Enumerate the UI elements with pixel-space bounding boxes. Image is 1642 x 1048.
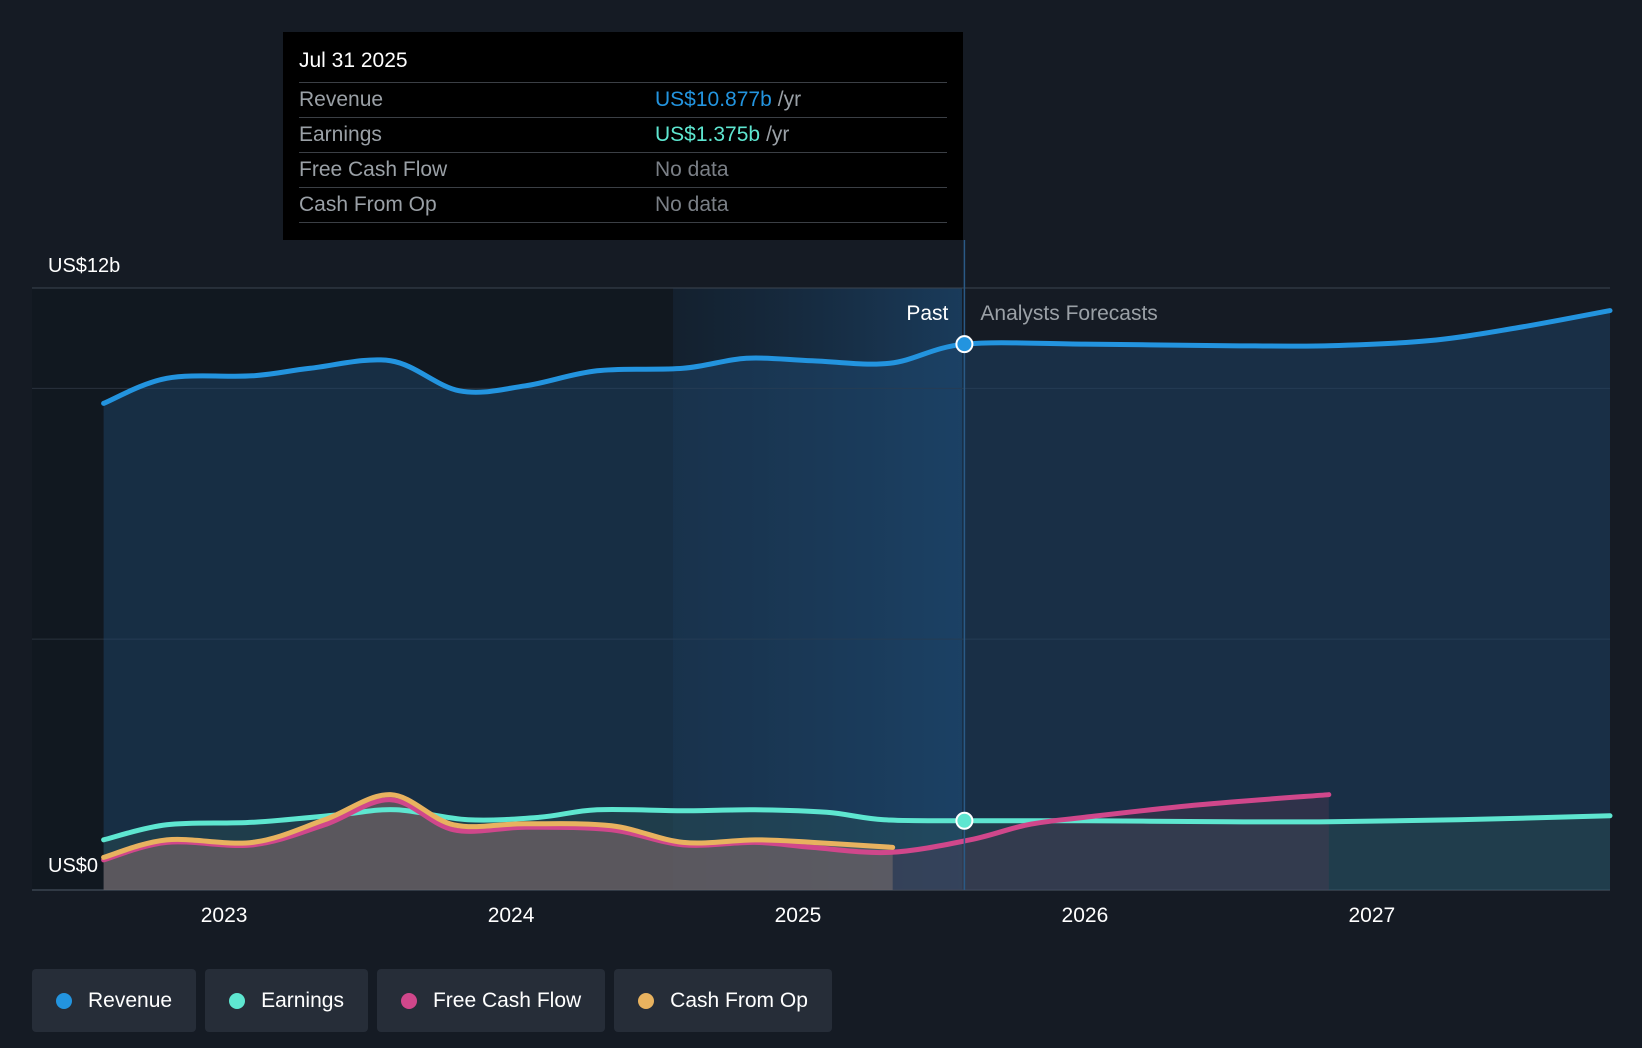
legend-dot-icon bbox=[56, 992, 72, 1009]
tooltip-label: Revenue bbox=[299, 88, 384, 111]
tooltip-value: US$1.375b bbox=[655, 123, 761, 146]
legend-item-fcf[interactable]: Free Cash Flow bbox=[376, 969, 606, 1032]
tooltip-row-cfo: Cash From Op No data bbox=[299, 187, 947, 223]
fcf-area bbox=[103, 794, 1329, 890]
tooltip-date: Jul 31 2025 bbox=[299, 49, 408, 72]
series-areas bbox=[103, 310, 1611, 890]
cfo-area bbox=[103, 794, 893, 890]
earnings-marker bbox=[955, 811, 974, 830]
legend-dot-icon bbox=[638, 992, 655, 1009]
x-axis-ticks: 2023 2024 2025 2026 2027 bbox=[201, 904, 1395, 927]
x-tick-label: 2024 bbox=[488, 904, 535, 927]
tooltip-label: Free Cash Flow bbox=[299, 158, 448, 181]
legend: Revenue Earnings Free Cash Flow Cash Fro… bbox=[32, 969, 832, 1032]
legend-dot-icon bbox=[400, 992, 417, 1009]
tooltip-row-fcf: Free Cash Flow No data bbox=[299, 152, 947, 187]
x-tick-label: 2026 bbox=[1062, 904, 1109, 927]
revenue-marker bbox=[955, 335, 974, 354]
legend-label: Free Cash Flow bbox=[432, 988, 582, 1012]
tooltip-row-revenue: Revenue US$10.877b /yr bbox=[299, 82, 947, 117]
y-axis-bottom-label: US$0 bbox=[48, 855, 98, 877]
legend-item-cfo[interactable]: Cash From Op bbox=[614, 969, 832, 1032]
x-tick-label: 2025 bbox=[775, 904, 822, 927]
tooltip-value: No data bbox=[655, 193, 729, 216]
revenue-line bbox=[101, 308, 1613, 406]
revenue-area bbox=[103, 310, 1611, 890]
highlight-markers bbox=[955, 335, 974, 830]
cfo-line bbox=[101, 792, 896, 860]
x-tick-label: 2027 bbox=[1348, 904, 1395, 927]
gridlines bbox=[32, 287, 1610, 891]
legend-item-revenue[interactable]: Revenue bbox=[32, 969, 197, 1032]
y-axis-top-label: US$12b bbox=[48, 255, 120, 277]
legend-dot-icon bbox=[229, 992, 246, 1009]
tooltip-value: No data bbox=[655, 158, 729, 181]
tooltip-unit: /yr bbox=[777, 88, 802, 111]
legend-item-earnings[interactable]: Earnings bbox=[205, 969, 368, 1032]
legend-label: Revenue bbox=[88, 988, 173, 1012]
tooltip-label: Cash From Op bbox=[299, 193, 437, 216]
tooltip-label: Earnings bbox=[299, 123, 382, 146]
series-lines bbox=[101, 308, 1613, 863]
legend-label: Cash From Op bbox=[670, 988, 808, 1012]
tooltip: Jul 31 2025 Revenue US$10.877b /yr Earni… bbox=[283, 32, 963, 240]
forecast-label: Analysts Forecasts bbox=[980, 302, 1157, 325]
tooltip-unit: /yr bbox=[766, 123, 790, 146]
tooltip-row-earnings: Earnings US$1.375b /yr bbox=[299, 117, 947, 152]
tooltip-value: US$10.877b bbox=[655, 88, 772, 111]
legend-label: Earnings bbox=[261, 988, 344, 1012]
x-tick-label: 2023 bbox=[201, 904, 248, 927]
past-label: Past bbox=[906, 302, 948, 325]
